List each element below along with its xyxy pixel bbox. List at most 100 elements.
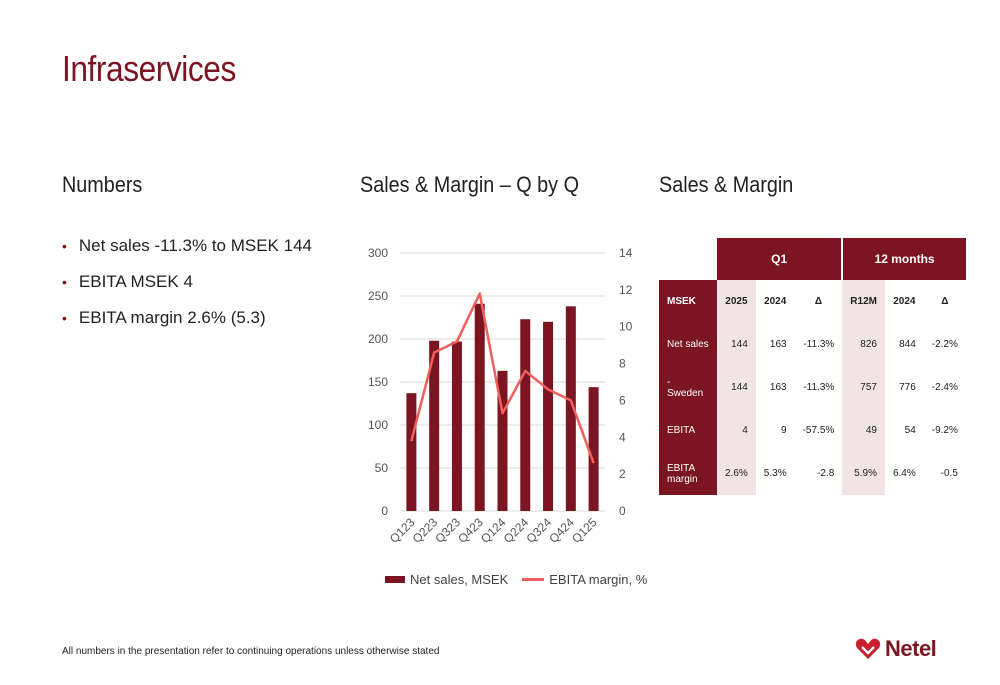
table-cell: 54: [904, 425, 916, 436]
column-header: Δ: [814, 296, 823, 307]
section-title-table: Sales & Margin: [659, 172, 794, 197]
table-cell: 757: [842, 366, 885, 409]
legend-label-ebita-margin: EBITA margin, %: [549, 572, 648, 587]
y-left-tick-label: 150: [368, 375, 388, 389]
bullet-item: • EBITA MSEK 4: [62, 272, 312, 292]
sales-margin-chart: 05010015020025030002468101214Q123Q223Q32…: [368, 246, 633, 546]
ebita-margin-line: [410, 292, 595, 464]
legend-bar-swatch: [385, 576, 405, 583]
table-column-header: MSEK 2025 2024 Δ R12M 2024 Δ: [659, 280, 966, 323]
table-cell: 844: [899, 339, 916, 350]
y-right-tick-label: 0: [619, 504, 626, 518]
table-group-header: Q1 12 months: [659, 238, 966, 280]
x-tick-label: Q424: [546, 515, 577, 546]
legend-line-swatch: [522, 578, 545, 581]
table-cell: 5.9%: [842, 452, 885, 495]
y-right-tick-label: 8: [619, 357, 626, 371]
column-header: 2024: [893, 296, 916, 307]
table-cell: 5.3%: [763, 468, 787, 479]
x-tick-label: Q423: [455, 515, 486, 546]
bar: [451, 341, 462, 511]
bullet-dot-icon: •: [62, 238, 67, 254]
logo-text: Netel: [885, 636, 937, 661]
table-cell: 144: [717, 323, 756, 366]
y-right-tick-label: 4: [619, 430, 626, 444]
table-row: EBITA margin 2.6% 5.3% -2.8 5.9% 6.4% -0…: [659, 452, 966, 495]
chart-legend: Net sales, MSEK EBITA margin, %: [385, 572, 647, 587]
y-right-tick-label: 10: [619, 320, 633, 334]
bar: [520, 319, 531, 511]
bullet-list: • Net sales -11.3% to MSEK 144 • EBITA MSE…: [62, 236, 312, 344]
table-row: EBITA 4 9 -57.5% 49 54 -9.2%: [659, 409, 966, 452]
y-left-tick-label: 200: [368, 332, 388, 346]
x-tick-label: Q123: [387, 515, 418, 546]
table-cell: -11.3%: [803, 382, 835, 393]
table-cell: 6.4%: [892, 468, 916, 479]
row-label: Net sales: [659, 323, 717, 366]
netel-heart-icon: [855, 638, 881, 659]
section-title-numbers: Numbers: [62, 172, 143, 197]
y-right-tick-label: 6: [619, 393, 626, 407]
x-tick-label: Q124: [478, 515, 509, 546]
sales-margin-table: Q1 12 months MSEK 2025 2024 Δ R12M 2024 …: [659, 238, 966, 495]
y-left-tick-label: 250: [368, 289, 388, 303]
table-cell: -2.2%: [931, 339, 958, 350]
bullet-dot-icon: •: [62, 274, 67, 290]
table-cell: 826: [842, 323, 885, 366]
bar: [543, 321, 554, 511]
column-header: Δ: [941, 296, 949, 307]
y-right-tick-label: 2: [619, 467, 626, 481]
bar: [497, 370, 508, 511]
section-title-chart: Sales & Margin – Q by Q: [360, 172, 579, 197]
bullet-text: EBITA margin 2.6% (5.3): [78, 308, 266, 327]
bullet-text: EBITA MSEK 4: [78, 272, 193, 291]
x-tick-label: Q223: [410, 515, 441, 546]
table-cell: 776: [899, 382, 916, 393]
bullet-item: • Net sales -11.3% to MSEK 144: [62, 236, 312, 256]
y-left-tick-label: 0: [381, 504, 388, 518]
bar: [406, 393, 417, 511]
y-left-tick-label: 50: [375, 461, 389, 475]
y-left-tick-label: 300: [368, 246, 388, 260]
bar: [588, 387, 599, 511]
bullet-text: Net sales -11.3% to MSEK 144: [78, 236, 312, 255]
bullet-item: • EBITA margin 2.6% (5.3): [62, 308, 312, 328]
y-left-tick-label: 100: [368, 418, 388, 432]
row-label: - Sweden: [659, 366, 717, 409]
table-cell: -11.3%: [803, 339, 835, 350]
bullet-dot-icon: •: [62, 310, 67, 326]
legend-label-net-sales: Net sales, MSEK: [410, 572, 509, 587]
table-cell: -2.4%: [931, 382, 958, 393]
row-label: EBITA: [659, 409, 717, 452]
row-label: EBITA margin: [659, 452, 717, 495]
column-header: 2024: [764, 296, 787, 307]
table-cell: 49: [842, 409, 885, 452]
bar: [565, 306, 576, 511]
table-row: Net sales 144 163 -11.3% 826 844 -2.2%: [659, 323, 966, 366]
group-header-q1: Q1: [717, 238, 844, 280]
table-cell: 163: [769, 339, 787, 350]
x-tick-label: Q224: [501, 515, 532, 546]
table-cell: 9: [781, 425, 787, 436]
table-row: - Sweden 144 163 -11.3% 757 776 -2.4%: [659, 366, 966, 409]
table-cell: 163: [769, 382, 787, 393]
bar: [429, 340, 440, 511]
table-cell: -0.5: [940, 468, 958, 479]
column-header: R12M: [842, 280, 885, 323]
footer-note: All numbers in the presentation refer to…: [62, 646, 440, 657]
x-tick-label: Q324: [524, 515, 555, 546]
bar: [474, 303, 485, 511]
y-right-tick-label: 14: [619, 246, 633, 260]
page-title: Infraservices: [62, 48, 236, 89]
table-cell: 144: [717, 366, 756, 409]
x-tick-label: Q323: [432, 515, 463, 546]
x-tick-label: Q125: [569, 515, 600, 546]
table-cell: 2.6%: [717, 452, 756, 495]
netel-logo: Netel: [855, 636, 937, 662]
table-cell: -9.2%: [931, 425, 958, 436]
table-cell: 4: [717, 409, 756, 452]
table-cell: -2.8: [817, 468, 835, 479]
group-header-12-months: 12 months: [842, 238, 966, 280]
column-header: MSEK: [659, 280, 717, 323]
column-header: 2025: [717, 280, 756, 323]
